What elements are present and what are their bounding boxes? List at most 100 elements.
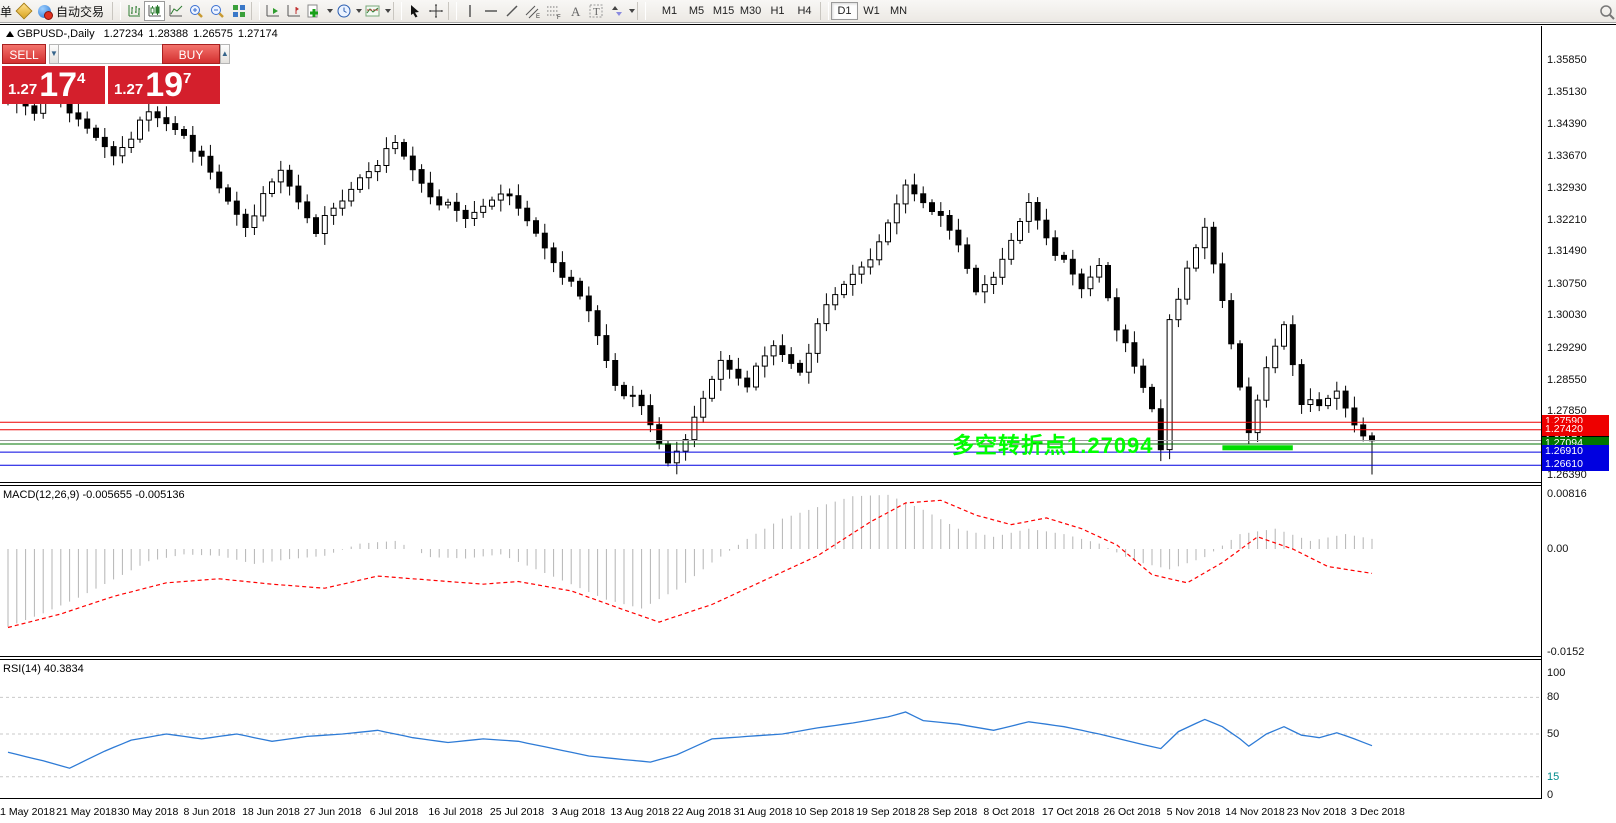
level-price-badge[interactable]: 1.26610 [1542, 458, 1609, 472]
pivot-annotation-text[interactable]: 多空转折点1.27094 [952, 433, 1154, 458]
price-tick-label: 1.26390 [1547, 468, 1587, 481]
highlight-segment[interactable] [1222, 445, 1293, 451]
autotrading-icon[interactable] [34, 1, 55, 21]
macd-tick-label: 0.00816 [1547, 487, 1587, 500]
templates-dropdown-caret[interactable] [385, 9, 392, 13]
price-tick-label: 1.32930 [1547, 182, 1587, 195]
date-tick-label: 3 Dec 2018 [1351, 806, 1405, 818]
cursor-icon[interactable] [404, 1, 425, 21]
volume-increase-button[interactable]: ▲ [219, 44, 230, 64]
zoom-in-icon[interactable] [186, 1, 207, 21]
indicators-icon[interactable] [304, 1, 325, 21]
tab-timeframe-m30[interactable]: M30 [739, 5, 762, 17]
autotrading-label[interactable]: 自动交易 [56, 4, 105, 19]
chart-title: GBPUSD-,Daily 1.27234 1.28388 1.26575 1.2717… [17, 28, 283, 40]
trendline-icon[interactable] [501, 1, 522, 21]
date-tick-label: 3 Aug 2018 [551, 806, 606, 818]
volume-stepper: ▼ ▲ [49, 44, 230, 64]
chart-high-value: 1.28388 [148, 28, 189, 40]
tab-timeframe-m1[interactable]: M1 [661, 5, 678, 17]
search-icon[interactable] [1598, 3, 1616, 21]
equidistant-channel-icon[interactable]: E [522, 1, 543, 21]
buy-price-display[interactable]: 1.27 19 7 [108, 66, 220, 104]
date-axis[interactable]: 11 May 2018 21 May 2018 30 May 2018 8 Jun 2… [0, 800, 1541, 823]
date-tick-label: 27 Jun 2018 [303, 806, 362, 818]
indicators-dropdown-caret[interactable] [327, 9, 334, 13]
horizontal-line-icon[interactable] [480, 1, 501, 21]
chart-symbol-period: GBPUSD-,Daily [17, 28, 95, 40]
macd-pane-canvas[interactable] [0, 486, 1541, 656]
profiles-icon-glyph [15, 2, 32, 20]
date-tick-label: 8 Jun 2018 [183, 806, 236, 818]
svg-text:F: F [557, 15, 561, 20]
toolbar-separator [112, 2, 122, 20]
auto-scroll-icon[interactable] [262, 1, 283, 21]
price-tick-label: 1.28550 [1547, 374, 1587, 387]
tab-timeframe-mn[interactable]: MN [889, 5, 908, 17]
vertical-line-icon[interactable] [459, 1, 480, 21]
text-icon[interactable]: A [564, 1, 585, 21]
macd-label: MACD(12,26,9) -0.005655 -0.005136 [3, 489, 185, 501]
tab-timeframe-m15[interactable]: M15 [712, 5, 735, 17]
buy-price-big-digits: 19 [145, 66, 184, 104]
price-tick-label: 1.32210 [1547, 213, 1587, 226]
price-tick-label: 1.35850 [1547, 54, 1587, 66]
templates-icon[interactable] [362, 1, 383, 21]
line-chart-icon[interactable] [165, 1, 186, 21]
date-tick-label: 21 May 2018 [56, 806, 117, 818]
new-order-button-partial[interactable]: 单 [0, 3, 13, 20]
tab-timeframe-m5[interactable]: M5 [688, 5, 705, 17]
main-chart-canvas[interactable] [0, 26, 1541, 482]
tile-windows-icon[interactable] [228, 1, 249, 21]
tab-timeframe-w1[interactable]: W1 [863, 5, 880, 17]
pane-separator-macd[interactable] [0, 482, 1616, 486]
price-axis[interactable]: 1.35850 1.35130 1.34390 1.33670 1.32930 1.322… [1541, 26, 1616, 801]
volume-decrease-button[interactable]: ▼ [49, 44, 59, 64]
chart-shift-icon[interactable] [283, 1, 304, 21]
toolbar-separator [251, 2, 261, 20]
tab-timeframe-h4[interactable]: H4 [797, 5, 812, 17]
arrows-icon[interactable] [606, 1, 627, 21]
sell-price-pipette: 4 [77, 70, 86, 87]
price-tick-label: 1.27850 [1547, 404, 1587, 417]
periods-icon[interactable] [333, 1, 354, 21]
candlestick-chart-icon[interactable] [144, 1, 166, 21]
zoom-out-icon[interactable] [207, 1, 228, 21]
price-tick-label: 1.30030 [1547, 309, 1587, 322]
one-click-trading-panel: SELL ▼ ▲ BUY 1.27 17 4 1.27 19 7 [2, 44, 230, 104]
buy-price-pipette: 7 [183, 70, 192, 87]
arrows-dropdown-caret[interactable] [629, 9, 636, 13]
sell-price-main: 1.27 [8, 81, 38, 98]
rsi-tick-label: 100 [1547, 667, 1566, 679]
bar-chart-icon[interactable] [123, 1, 144, 21]
toolbar-separator [820, 2, 830, 20]
sell-button[interactable]: SELL [2, 44, 46, 64]
date-tick-label: 14 Nov 2018 [1225, 806, 1285, 818]
price-tick-label: 1.34390 [1547, 118, 1587, 131]
tab-timeframe-d1[interactable]: D1 [831, 2, 859, 20]
fibonacci-retracement-icon[interactable]: F [543, 1, 564, 21]
buy-button[interactable]: BUY [162, 44, 220, 64]
periods-dropdown-caret[interactable] [356, 9, 363, 13]
date-tick-label: 22 Aug 2018 [672, 806, 731, 818]
window-frame-bottom [0, 798, 1616, 799]
rsi-tick-label: 15 [1547, 770, 1560, 783]
date-tick-label: 13 Aug 2018 [610, 806, 670, 818]
sell-price-display[interactable]: 1.27 17 4 [2, 66, 105, 104]
date-tick-label: 26 Oct 2018 [1103, 806, 1161, 818]
price-tick-label: 1.33670 [1547, 149, 1587, 162]
profiles-icon[interactable] [13, 1, 34, 21]
text-label-icon[interactable]: T [585, 1, 606, 21]
date-tick-label: 23 Nov 2018 [1286, 806, 1347, 818]
crosshair-icon[interactable] [425, 1, 446, 21]
buy-price-main: 1.27 [114, 81, 144, 98]
chart-close-value: 1.27174 [237, 28, 278, 40]
level-price-badge[interactable]: 1.27420 [1542, 422, 1609, 436]
rsi-pane-canvas[interactable] [0, 660, 1541, 798]
level-price-badge[interactable]: 1.26910 [1542, 445, 1609, 459]
date-tick-label: 19 Sep 2018 [856, 806, 916, 818]
pane-separator-rsi[interactable] [0, 656, 1616, 660]
tab-timeframe-h1[interactable]: H1 [770, 5, 785, 17]
date-tick-label: 18 Jun 2018 [242, 806, 300, 818]
window-frame-top [0, 24, 1616, 25]
